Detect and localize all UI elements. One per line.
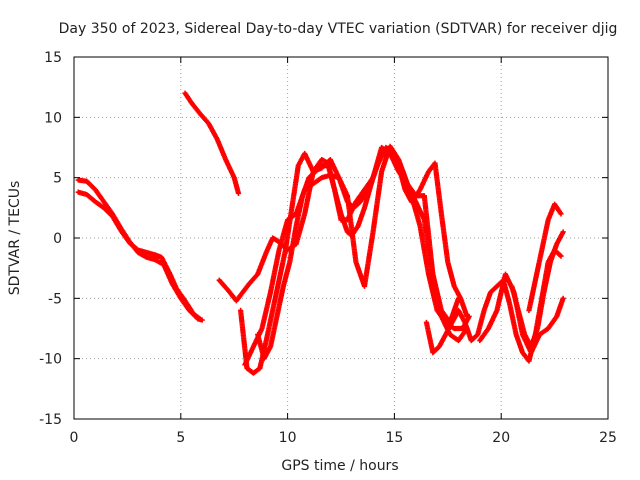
series-arc-10 (509, 229, 566, 350)
data-point (235, 190, 242, 196)
data-point (558, 253, 564, 259)
y-tick-label: -10 (39, 352, 62, 368)
data-point (560, 229, 566, 235)
data-point (560, 295, 566, 301)
series-arc-11 (526, 201, 564, 313)
grid (74, 57, 608, 419)
y-tick-label: 0 (53, 231, 62, 247)
chart-title: Day 350 of 2023, Sidereal Day-to-day VTE… (59, 21, 618, 37)
series-arc-3 (182, 90, 242, 196)
series-arc-2 (75, 189, 203, 322)
y-tick-label: -15 (39, 412, 62, 428)
y-tick-label: 5 (53, 171, 62, 187)
x-axis-label: GPS time / hours (281, 458, 398, 474)
x-tick-label: 25 (599, 430, 617, 446)
data-point (558, 211, 564, 217)
x-tick-label: 15 (385, 430, 403, 446)
data-point (197, 316, 203, 322)
y-tick-label: 10 (44, 110, 62, 126)
x-tick-label: 20 (492, 430, 510, 446)
data-point (466, 313, 472, 320)
x-tick-label: 5 (176, 430, 185, 446)
data-point (455, 295, 462, 301)
series-arc-7 (255, 144, 470, 362)
y-tick-label: -5 (48, 291, 62, 307)
series-arc-8 (423, 247, 564, 364)
x-tick-label: 0 (70, 430, 79, 446)
data-marks (75, 90, 566, 376)
y-tick-label: 15 (44, 50, 62, 66)
x-tick-label: 10 (279, 430, 297, 446)
y-axis-label: SDTVAR / TECUs (7, 181, 23, 296)
axis-ticks: 0 5 10 15 20 25 -15 -10 -5 0 5 10 15 (39, 50, 617, 446)
